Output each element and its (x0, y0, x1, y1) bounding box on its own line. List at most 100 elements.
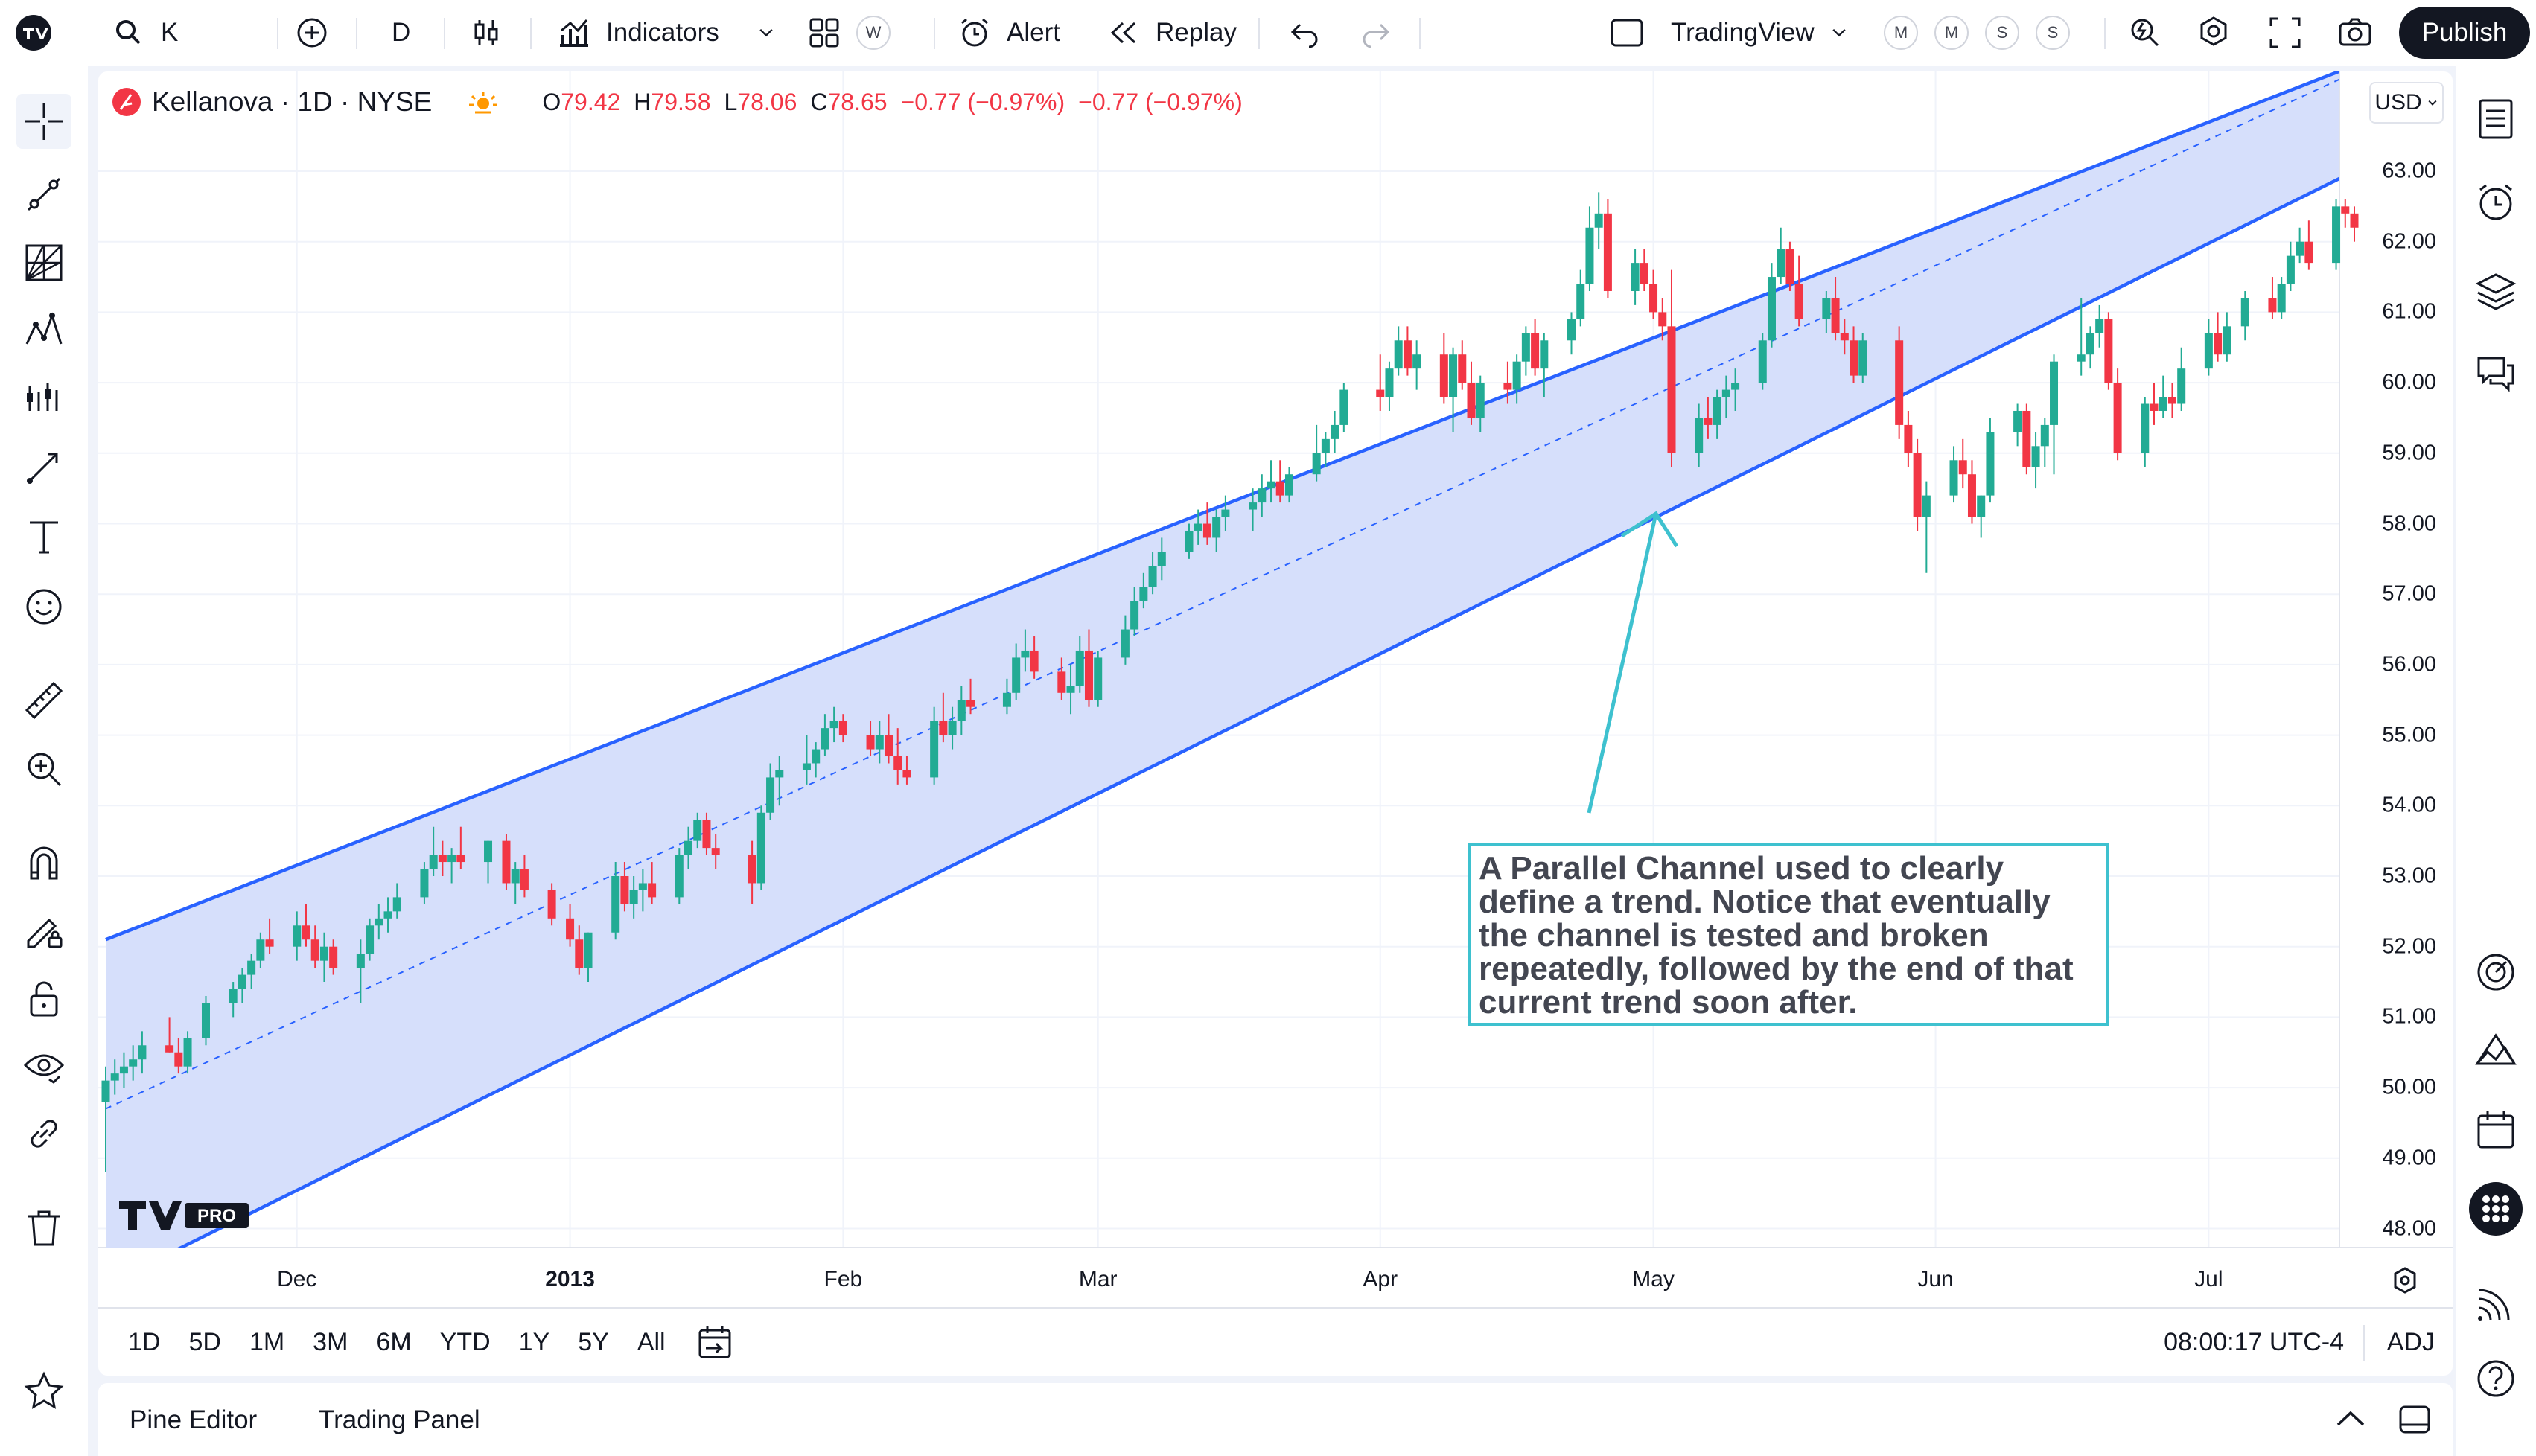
chip[interactable]: M (1934, 16, 1969, 50)
price-tick-label: 58.00 (2382, 511, 2436, 535)
maximize-panel-icon[interactable] (2396, 1402, 2433, 1437)
annotation-textbox[interactable]: A Parallel Channel used to clearly defin… (1468, 843, 2109, 1026)
candle (1194, 509, 1202, 545)
range-1m[interactable]: 1M (249, 1327, 285, 1356)
symbol-search[interactable]: K (110, 0, 178, 66)
chart-pane[interactable]: Kellanova · 1D · NYSE O79.42 H79.58 L78.… (98, 71, 2453, 1376)
clock-timezone[interactable]: 08:00:17 UTC-4 (2164, 1328, 2344, 1356)
range-1y[interactable]: 1Y (518, 1327, 550, 1356)
alarm-clock-icon (961, 18, 988, 47)
chats-button[interactable] (2469, 347, 2523, 400)
goto-date-calendar-icon[interactable] (695, 1323, 734, 1361)
range-5y[interactable]: 5Y (578, 1327, 609, 1356)
stay-in-drawing-tool[interactable] (16, 902, 71, 957)
channel-fill (106, 71, 2339, 1248)
range-1d[interactable]: 1D (128, 1327, 161, 1356)
alerts-button[interactable] (2469, 176, 2523, 229)
candle (1094, 650, 1103, 707)
chevron-up-icon[interactable] (2332, 1404, 2369, 1434)
undo-button[interactable] (1287, 0, 1324, 66)
candle-body (1157, 552, 1166, 566)
axis-settings-gear-icon[interactable] (2390, 1265, 2420, 1295)
range-ytd[interactable]: YTD (439, 1327, 491, 1356)
emoji-tool[interactable] (16, 579, 71, 634)
candle (1066, 664, 1075, 715)
layout-button[interactable]: W (806, 0, 891, 66)
snapshot-button[interactable] (2336, 0, 2374, 66)
link-tool[interactable] (16, 1106, 71, 1161)
settings-button[interactable] (2195, 0, 2232, 66)
publish-button[interactable]: Publish (2399, 7, 2530, 59)
candle-body (1221, 509, 1230, 517)
layout-name-button[interactable]: TradingView (1608, 0, 1850, 66)
forecasting-tool[interactable] (16, 371, 71, 426)
range-all[interactable]: All (637, 1327, 666, 1356)
object-tree-button[interactable] (2469, 265, 2523, 319)
candle-body (511, 869, 520, 884)
candle (812, 742, 821, 778)
candle (383, 897, 392, 933)
candle-body (893, 756, 902, 770)
interval-button[interactable]: D (392, 0, 410, 66)
tab-pine-editor[interactable]: Pine Editor (130, 1405, 258, 1434)
indicators-dropdown[interactable] (755, 0, 777, 66)
chip[interactable]: M (1884, 16, 1918, 50)
compare-button[interactable] (293, 0, 331, 66)
range-6m[interactable]: 6M (376, 1327, 412, 1356)
range-5d[interactable]: 5D (188, 1327, 221, 1356)
magnet-tool[interactable] (16, 835, 71, 890)
chip[interactable]: S (2036, 16, 2070, 50)
candle (1603, 199, 1612, 298)
gann-fib-tool[interactable] (16, 235, 71, 290)
zoom-tool[interactable] (16, 741, 71, 796)
candle-body (1185, 530, 1194, 552)
text-tool[interactable] (16, 509, 71, 564)
candle (930, 706, 939, 785)
indicators-button[interactable]: Indicators (555, 0, 719, 66)
chevron-down-icon (1832, 28, 1846, 37)
candle (1202, 502, 1211, 545)
price-chart[interactable] (98, 71, 2453, 1307)
lock-drawings-tool[interactable] (16, 971, 71, 1026)
stream-button[interactable] (2469, 1276, 2523, 1329)
watchlist-button[interactable] (2469, 92, 2523, 146)
chip[interactable]: S (1985, 16, 2019, 50)
candle (2167, 383, 2176, 418)
range-3m[interactable]: 3M (313, 1327, 348, 1356)
favorites-tool[interactable] (16, 1364, 71, 1419)
quick-search-button[interactable] (2126, 0, 2164, 66)
candle-body (1858, 340, 1867, 376)
candle-body (1777, 249, 1785, 278)
tradingview-logo[interactable] (15, 0, 52, 66)
candle (1777, 227, 1785, 284)
chart-type-button[interactable] (468, 0, 505, 66)
remove-drawings-tool[interactable] (16, 1200, 71, 1255)
candle (1139, 572, 1148, 609)
fullscreen-button[interactable] (2266, 0, 2304, 66)
brush-tool[interactable] (16, 439, 71, 494)
calendar-button[interactable] (2469, 1103, 2523, 1157)
hide-drawings-tool[interactable] (16, 1038, 71, 1093)
candle-body (502, 840, 511, 884)
candle-body (165, 1045, 174, 1053)
hotlists-button[interactable] (2469, 945, 2523, 999)
currency-selector[interactable]: USD (2369, 82, 2444, 124)
time-tick-label: May (1632, 1267, 1675, 1291)
products-button[interactable] (2469, 1182, 2523, 1236)
ideas-button[interactable] (2469, 1023, 2523, 1076)
crosshair-tool[interactable] (16, 94, 71, 149)
help-button[interactable] (2469, 1352, 2523, 1405)
trendline-tool[interactable] (16, 167, 71, 222)
tab-trading-panel[interactable]: Trading Panel (319, 1405, 480, 1434)
redo-button[interactable] (1357, 0, 1394, 66)
candle-body (1194, 523, 1202, 531)
adjust-data-toggle[interactable]: ADJ (2386, 1328, 2435, 1356)
alert-button[interactable]: Alert (956, 0, 1060, 66)
candle (1185, 523, 1194, 559)
replay-button[interactable]: Replay (1105, 0, 1237, 66)
candle (1631, 249, 1640, 305)
time-tick-label: Dec (277, 1267, 317, 1291)
candle (1831, 277, 1840, 341)
patterns-tool[interactable] (16, 304, 71, 359)
measure-tool[interactable] (16, 673, 71, 728)
